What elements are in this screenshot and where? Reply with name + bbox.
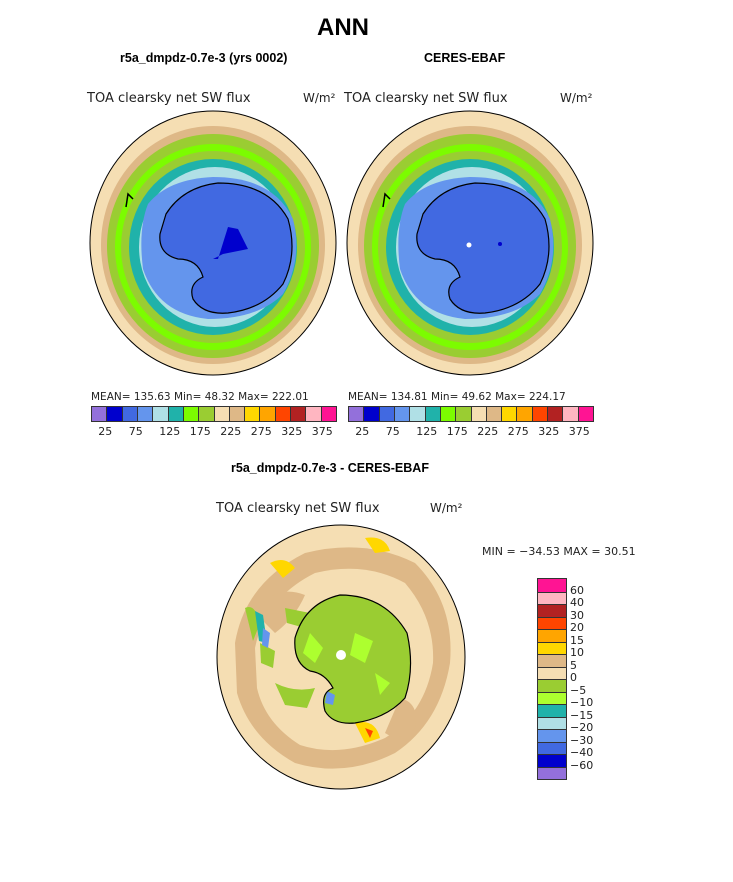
colorbar-tick-label: 125 (416, 425, 438, 438)
colorbar-cell (538, 629, 566, 642)
colorbar-tick-label: −20 (570, 721, 594, 734)
colorbar-cell (320, 407, 336, 421)
colorbar-tick-label: 15 (570, 633, 584, 647)
colorbar-cell (538, 591, 566, 604)
colorbar-tick-label: 25 (98, 425, 113, 438)
obs-polar-map (346, 110, 594, 376)
colorbar-cell (538, 604, 566, 617)
colorbar-tick-label: 0 (570, 671, 577, 684)
colorbar-cell (213, 407, 229, 421)
colorbar-tick-label: 225 (477, 425, 499, 438)
diff-polar-map (216, 524, 466, 790)
colorbar-tick-label: 175 (446, 425, 468, 438)
colorbar-cell (538, 616, 566, 629)
colorbar-tick-label: −5 (570, 683, 587, 697)
obs-units: W/m² (560, 91, 593, 105)
colorbar-cell (167, 407, 183, 421)
colorbar-cell (455, 407, 471, 421)
colorbar-tick-label: 75 (128, 425, 143, 438)
colorbar-tick-label: 60 (570, 583, 584, 597)
colorbar-cell (152, 407, 168, 421)
colorbar-tick-label: 225 (220, 425, 242, 438)
model-colorbar (91, 406, 337, 422)
colorbar-tick-label: 325 (281, 425, 303, 438)
colorbar-tick-label: 75 (385, 425, 400, 438)
colorbar-cell (538, 579, 566, 592)
model-variable-title: TOA clearsky net SW flux (87, 91, 251, 106)
colorbar-tick-label: 25 (355, 425, 370, 438)
colorbar-cell (470, 407, 486, 421)
colorbar-cell (562, 407, 578, 421)
obs-colorbar (348, 406, 594, 422)
model-polar-map (89, 110, 337, 376)
diff-variable-title: TOA clearsky net SW flux (216, 501, 380, 516)
colorbar-cell (538, 666, 566, 679)
colorbar-cell (198, 407, 214, 421)
colorbar-cell (538, 704, 566, 717)
colorbar-cell (501, 407, 517, 421)
diff-minmax: MIN = −34.53 MAX = 30.51 (482, 545, 636, 558)
colorbar-tick-label: 20 (570, 621, 584, 634)
colorbar-tick-label: 40 (570, 596, 584, 609)
diff-units: W/m² (430, 501, 463, 515)
colorbar-tick-label: −40 (570, 746, 594, 759)
colorbar-cell (259, 407, 275, 421)
colorbar-cell (409, 407, 425, 421)
obs-stats: MEAN= 134.81 Min= 49.62 Max= 224.17 (348, 391, 566, 403)
colorbar-cell (439, 407, 456, 421)
colorbar-tick-label: 10 (570, 646, 584, 659)
colorbar-cell (485, 407, 502, 421)
colorbar-tick-label: 30 (570, 608, 584, 622)
colorbar-cell (538, 641, 566, 654)
colorbar-cell (538, 766, 566, 779)
diff-colorbar (537, 578, 567, 780)
colorbar-cell (538, 741, 566, 754)
obs-panel-header: CERES-EBAF (424, 51, 506, 65)
obs-variable-title: TOA clearsky net SW flux (344, 91, 508, 106)
colorbar-cell (577, 407, 593, 421)
model-stats: MEAN= 135.63 Min= 48.32 Max= 222.01 (91, 391, 309, 403)
colorbar-tick-label: 125 (159, 425, 181, 438)
colorbar-cell (538, 691, 566, 704)
model-units: W/m² (303, 91, 336, 105)
colorbar-tick-label: −10 (570, 696, 594, 709)
colorbar-cell (378, 407, 394, 421)
colorbar-cell (136, 407, 153, 421)
colorbar-cell (393, 407, 410, 421)
colorbar-tick-label: 325 (538, 425, 560, 438)
diff-panel-header: r5a_dmpdz-0.7e-3 - CERES-EBAF (231, 461, 429, 475)
colorbar-tick-label: 375 (568, 425, 590, 438)
colorbar-cell (547, 407, 563, 421)
colorbar-cell (538, 754, 566, 767)
colorbar-cell (424, 407, 440, 421)
colorbar-tick-label: −15 (570, 708, 594, 722)
colorbar-cell (531, 407, 548, 421)
colorbar-cell (228, 407, 245, 421)
colorbar-cell (182, 407, 199, 421)
colorbar-cell (349, 407, 364, 421)
model-panel-header: r5a_dmpdz-0.7e-3 (yrs 0002) (120, 51, 288, 65)
colorbar-cell (290, 407, 306, 421)
colorbar-cell (305, 407, 321, 421)
colorbar-cell (538, 729, 566, 742)
colorbar-cell (538, 716, 566, 729)
colorbar-cell (106, 407, 122, 421)
colorbar-tick-label: 275 (507, 425, 529, 438)
colorbar-tick-label: 375 (311, 425, 333, 438)
colorbar-tick-label: 175 (189, 425, 211, 438)
colorbar-cell (121, 407, 137, 421)
colorbar-cell (538, 679, 566, 692)
colorbar-tick-label: −60 (570, 758, 594, 772)
colorbar-cell (538, 654, 566, 667)
colorbar-cell (92, 407, 107, 421)
colorbar-cell (363, 407, 379, 421)
colorbar-tick-label: 275 (250, 425, 272, 438)
colorbar-cell (516, 407, 532, 421)
colorbar-tick-label: 5 (570, 658, 577, 672)
colorbar-cell (274, 407, 291, 421)
colorbar-cell (244, 407, 260, 421)
page-title: ANN (317, 14, 369, 41)
colorbar-tick-label: −30 (570, 733, 594, 747)
